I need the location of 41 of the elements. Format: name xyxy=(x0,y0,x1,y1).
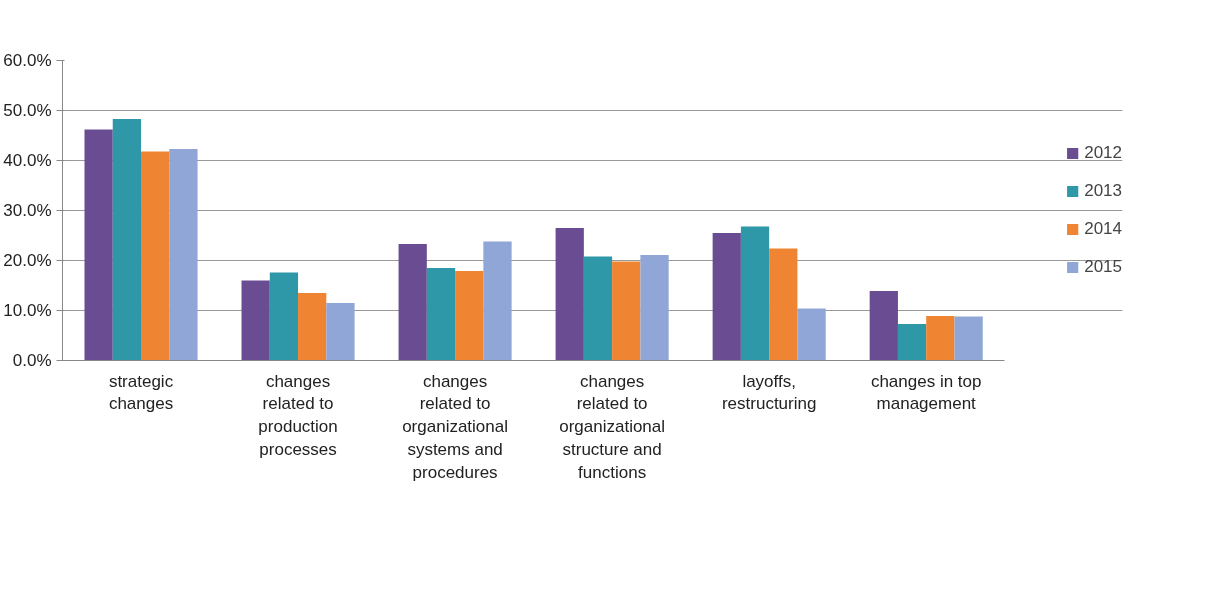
bar xyxy=(897,324,927,361)
bar xyxy=(169,149,198,361)
legend-label: 2014 xyxy=(1084,219,1122,239)
bar xyxy=(583,256,613,361)
bar xyxy=(640,255,669,361)
bar xyxy=(869,291,898,361)
bar xyxy=(555,228,584,361)
bar xyxy=(954,316,983,361)
x-tick-label: layoffs, restructuring xyxy=(721,371,817,414)
bar xyxy=(740,226,770,361)
y-tick-label: 50.0% xyxy=(3,101,52,120)
y-tick-label: 20.0% xyxy=(3,251,52,270)
x-tick-label: changes related to production processes xyxy=(258,371,338,459)
bar xyxy=(84,129,113,361)
bar xyxy=(269,272,299,361)
legend-label: 2013 xyxy=(1084,181,1122,201)
x-tick-label: changes related to organizational systems and procedures xyxy=(402,371,509,482)
bar xyxy=(426,268,456,361)
bar xyxy=(769,248,798,361)
y-tick-label: 60.0% xyxy=(3,51,52,70)
bar xyxy=(298,293,327,361)
x-tick-label: strategic changes xyxy=(108,371,174,414)
y-tick-label: 40.0% xyxy=(3,151,52,170)
bar xyxy=(241,280,270,361)
bar xyxy=(141,151,170,361)
bar xyxy=(712,233,741,361)
bar xyxy=(797,308,826,361)
bar xyxy=(926,316,955,361)
x-tick-label: changes in top management xyxy=(870,371,982,414)
bar xyxy=(398,244,427,361)
bar xyxy=(326,303,355,361)
y-tick-label: 30.0% xyxy=(3,201,52,220)
bar xyxy=(112,119,142,361)
y-tick-label: 10.0% xyxy=(3,301,52,320)
x-tick-label: changes related to organizational structure and functions xyxy=(559,371,666,482)
bar xyxy=(455,271,484,361)
bar xyxy=(612,261,641,361)
bar xyxy=(483,241,512,361)
legend-label: 2012 xyxy=(1084,143,1122,163)
y-tick-label: 0.0% xyxy=(12,351,52,370)
legend-label: 2015 xyxy=(1084,257,1122,277)
